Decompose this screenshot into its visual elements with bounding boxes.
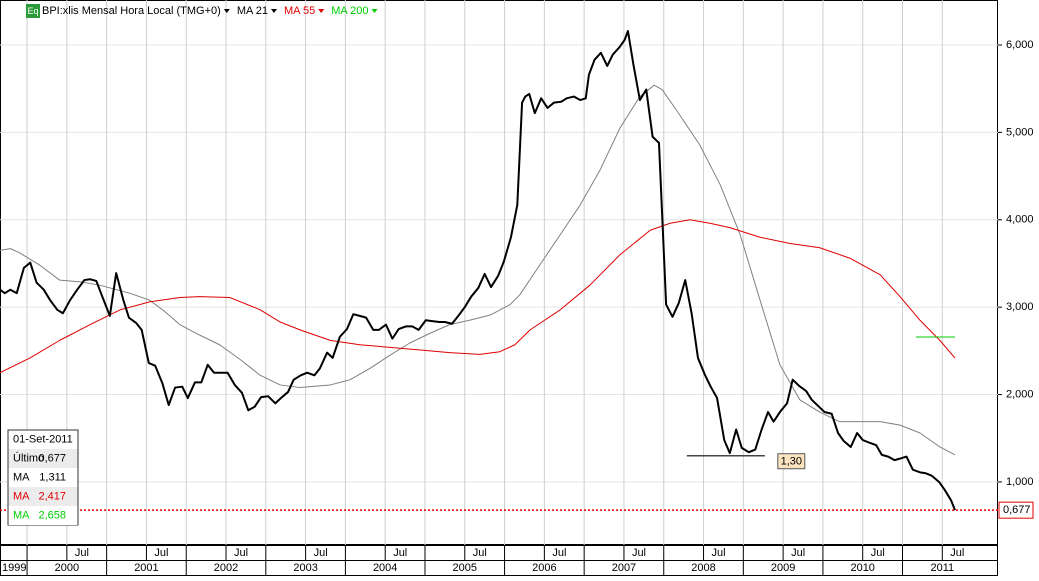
info-row-value: 1,311 bbox=[39, 471, 66, 483]
y-tick-label: 4,000 bbox=[1006, 214, 1034, 226]
x-tick-label: Jul bbox=[234, 547, 248, 559]
legend-dropdown bbox=[318, 9, 325, 13]
series-line bbox=[0, 84, 956, 456]
x-tick-label: Jul bbox=[393, 547, 407, 559]
x-tick-label: 2005 bbox=[453, 562, 477, 574]
legend-label: MA 55 bbox=[284, 5, 315, 17]
info-row-label: Último bbox=[13, 451, 44, 464]
icon-label: Eq bbox=[27, 6, 38, 16]
x-tick-label: Jul bbox=[75, 547, 89, 559]
info-row-label: MA bbox=[13, 490, 30, 502]
series-line bbox=[0, 30, 956, 511]
y-tick-label: 1,000 bbox=[1006, 476, 1034, 488]
legend-dropdown bbox=[371, 9, 378, 13]
info-row-bg bbox=[8, 506, 78, 525]
icon bbox=[26, 4, 40, 18]
legend-label: MA 200 bbox=[331, 5, 368, 17]
x-tick-label: Jul bbox=[791, 547, 805, 559]
plot bbox=[0, 30, 998, 511]
info-row-value: 2,658 bbox=[38, 509, 66, 521]
x-tick-label: 2009 bbox=[771, 562, 795, 574]
y-tick-label: 5,000 bbox=[1006, 126, 1034, 138]
x-tick-label: Jul bbox=[871, 547, 885, 559]
info-row-label: MA bbox=[13, 471, 30, 483]
x-tick-label: 2010 bbox=[850, 562, 874, 574]
x-tick-label: Jul bbox=[473, 547, 487, 559]
info-date: 01-Set-2011 bbox=[13, 433, 73, 445]
x-tick-label: Jul bbox=[314, 547, 328, 559]
legend-label: BPI:xlis Mensal Hora Local (TMG+0) bbox=[42, 5, 221, 17]
x-tick-label: 2006 bbox=[532, 562, 556, 574]
x-tick-label: Jul bbox=[154, 547, 168, 559]
info-row-value: 2,417 bbox=[38, 490, 66, 502]
x-tick-label: 1999 bbox=[2, 562, 26, 574]
x-tick-label: 2000 bbox=[55, 562, 79, 574]
x-tick-label: 2008 bbox=[691, 562, 715, 574]
legend-dropdown bbox=[223, 9, 230, 13]
x-tick-label: Jul bbox=[552, 547, 566, 559]
y-tick-label: 2,000 bbox=[1006, 388, 1034, 400]
last-value-box bbox=[998, 501, 1034, 519]
series-line bbox=[0, 219, 956, 374]
legend-label: MA 21 bbox=[237, 5, 268, 17]
x-tick-label: 2001 bbox=[134, 562, 158, 574]
x-tick-label: 2003 bbox=[293, 562, 317, 574]
last-value-label: 0,677 bbox=[1003, 504, 1031, 516]
x-tick-label: 2002 bbox=[214, 562, 238, 574]
x-tick-label: Jul bbox=[950, 547, 964, 559]
y-tick-label: 3,000 bbox=[1006, 301, 1034, 313]
info-row-label: MA bbox=[13, 509, 30, 521]
x-tick-label: Jul bbox=[632, 547, 646, 559]
info-row-bg bbox=[8, 449, 78, 468]
x-tick-label: 2011 bbox=[930, 562, 954, 574]
legend: Eq BPI:xlis Mensal Hora Local (TMG+0) MA … bbox=[26, 4, 378, 18]
x-tick-label: Jul bbox=[712, 547, 726, 559]
y-tick-label: 6,000 bbox=[1006, 39, 1034, 51]
x-tick-label: 2004 bbox=[373, 562, 397, 574]
info-row-value: 0,677 bbox=[38, 452, 66, 464]
info-row-bg bbox=[8, 468, 78, 487]
annotation-box bbox=[777, 453, 806, 470]
legend-dropdown bbox=[271, 9, 277, 13]
info-row-bg bbox=[8, 487, 78, 506]
annotation-label: 1,30 bbox=[781, 456, 802, 468]
x-tick-label: 2007 bbox=[612, 562, 636, 574]
